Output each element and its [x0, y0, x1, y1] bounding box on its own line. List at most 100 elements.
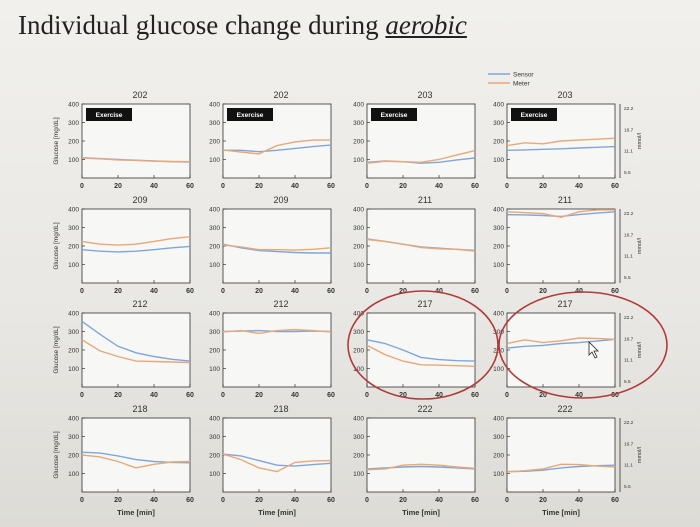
- y-tick-label: 200: [68, 244, 79, 251]
- x-tick-label: 20: [255, 183, 263, 190]
- x-tick-label: 40: [150, 183, 158, 190]
- y-tick-label: 200: [353, 453, 364, 460]
- y-tick-label: 200: [353, 244, 364, 251]
- panel-title: 218: [273, 404, 288, 414]
- y-tick-label: 300: [209, 120, 220, 127]
- panel-title: 222: [417, 404, 432, 414]
- y-tick-label: 300: [68, 329, 79, 336]
- panel-title: 217: [417, 299, 432, 309]
- y-tick-label: 300: [68, 434, 79, 441]
- y-tick-label: 300: [209, 225, 220, 232]
- x-tick-label: 0: [80, 288, 84, 295]
- y-tick-label: 400: [353, 207, 364, 214]
- x-tick-label: 40: [291, 183, 299, 190]
- plot-frame: [366, 208, 476, 284]
- panel-title: 203: [417, 90, 432, 100]
- y-tick-label: 100: [353, 157, 364, 164]
- x-tick-label: 60: [186, 497, 194, 504]
- y-tick-label: 100: [68, 157, 79, 164]
- y-tick-label: 400: [68, 416, 79, 423]
- x-tick-label: 20: [399, 183, 407, 190]
- right-tick-label: 22.2: [624, 106, 634, 112]
- series-line-sensor: [81, 245, 191, 253]
- right-tick-label: 5.5: [624, 170, 631, 176]
- y-tick-label: 100: [493, 366, 504, 373]
- x-tick-label: 60: [471, 183, 479, 190]
- chart-panel-3: 100 200 300 400 0 20 40 60 203 Exercise: [353, 90, 479, 190]
- y-tick-label: 200: [493, 453, 504, 460]
- right-tick-label: 11.1: [624, 463, 633, 469]
- plot-frame: [506, 417, 616, 493]
- x-tick-label: 20: [255, 497, 263, 504]
- x-tick-label: 20: [399, 392, 407, 399]
- right-tick-label: 11.1: [624, 149, 633, 155]
- y-tick-label: 400: [209, 416, 220, 423]
- x-tick-label: 0: [80, 497, 84, 504]
- x-tick-label: 20: [114, 183, 122, 190]
- y-axis-label: Glucose [mg/dL]: [53, 326, 60, 374]
- x-tick-label: 60: [186, 392, 194, 399]
- series-line-meter: [506, 337, 616, 345]
- exercise-label: Exercise: [521, 112, 548, 119]
- y-tick-label: 400: [493, 102, 504, 109]
- chart-panel-9: 100 200 300 400 0 20 40 60 212 Glucose [mg/dL]: [53, 299, 194, 399]
- y-tick-label: 400: [209, 207, 220, 214]
- y-tick-label: 400: [68, 311, 79, 318]
- y-tick-label: 100: [68, 471, 79, 478]
- series-line-meter: [81, 157, 191, 163]
- right-tick-label: 22.2: [624, 420, 634, 426]
- right-tick-label: 22.2: [624, 315, 634, 321]
- plot-frame: [366, 417, 476, 493]
- x-tick-label: 20: [399, 497, 407, 504]
- right-tick-label: 16.7: [624, 336, 634, 342]
- plot-frame: [366, 312, 476, 388]
- chart-panel-10: 100 200 300 400 0 20 40 60 212: [209, 299, 335, 399]
- series-line-meter: [506, 463, 616, 473]
- chart-panel-15: 100 200 300 400 0 20 40 60 222 Time [min]: [353, 404, 479, 517]
- right-axis-label: mmol/l: [637, 342, 643, 358]
- title-emphasis: aerobic: [385, 10, 467, 40]
- x-tick-label: 60: [471, 288, 479, 295]
- x-tick-label: 0: [221, 288, 225, 295]
- panel-title: 209: [132, 195, 147, 205]
- y-tick-label: 100: [353, 366, 364, 373]
- x-tick-label: 40: [291, 288, 299, 295]
- y-tick-label: 400: [68, 102, 79, 109]
- x-tick-label: 0: [221, 392, 225, 399]
- y-tick-label: 300: [209, 434, 220, 441]
- x-tick-label: 20: [399, 288, 407, 295]
- y-tick-label: 400: [493, 416, 504, 423]
- y-tick-label: 100: [353, 471, 364, 478]
- x-tick-label: 40: [291, 497, 299, 504]
- y-tick-label: 100: [353, 262, 364, 269]
- x-tick-label: 60: [327, 392, 335, 399]
- y-tick-label: 100: [209, 262, 220, 269]
- chart-panel-11: 100 200 300 400 0 20 40 60 217: [353, 299, 479, 399]
- series-line-meter: [81, 236, 191, 246]
- title-prefix: Individual glucose change during: [18, 10, 386, 40]
- x-tick-label: 0: [365, 288, 369, 295]
- x-tick-label: 0: [221, 183, 225, 190]
- panel-title: 202: [132, 90, 147, 100]
- x-tick-label: 0: [505, 288, 509, 295]
- y-tick-label: 400: [353, 102, 364, 109]
- y-axis-label: Glucose [mg/dL]: [53, 431, 60, 479]
- x-tick-label: 20: [114, 288, 122, 295]
- y-tick-label: 200: [68, 453, 79, 460]
- panel-title: 217: [557, 299, 572, 309]
- y-tick-label: 300: [353, 225, 364, 232]
- series-line-meter: [222, 453, 332, 473]
- series-line-meter: [366, 149, 476, 164]
- x-tick-label: 20: [255, 288, 263, 295]
- highlight-circle-right: [498, 291, 668, 399]
- y-tick-label: 200: [353, 139, 364, 146]
- series-line-sensor: [506, 211, 616, 218]
- panel-title: 209: [273, 195, 288, 205]
- y-tick-label: 400: [493, 207, 504, 214]
- right-tick-label: 5.5: [624, 275, 631, 281]
- series-line-meter: [222, 244, 332, 251]
- panel-title: 211: [558, 195, 572, 205]
- x-axis-label: Time [min]: [258, 508, 296, 517]
